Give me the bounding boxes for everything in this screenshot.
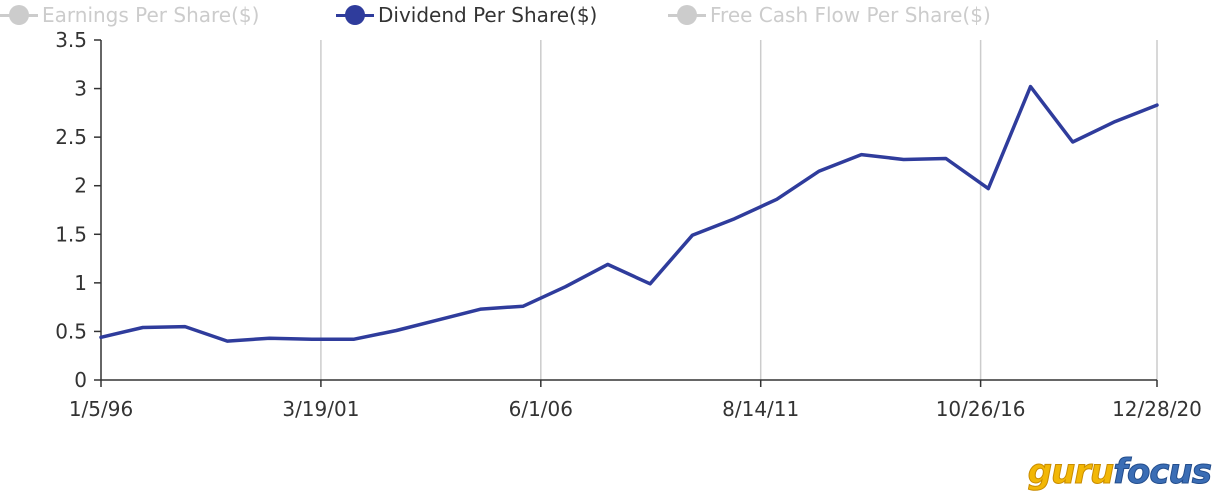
logo-text-focus: focus (1113, 452, 1213, 493)
legend-marker-icon (336, 0, 374, 30)
legend-label: Earnings Per Share($) (42, 3, 260, 27)
y-tick-label: 2 (74, 174, 87, 198)
legend-label: Free Cash Flow Per Share($) (710, 3, 991, 27)
x-tick-label: 10/26/16 (936, 397, 1026, 421)
chart-legend: Earnings Per Share($) Dividend Per Share(… (0, 0, 1217, 30)
y-tick-label: 3 (74, 77, 87, 101)
y-tick-label: 2.5 (55, 125, 87, 149)
x-tick-label: 3/19/01 (282, 397, 359, 421)
x-tick-label: 1/5/96 (69, 397, 133, 421)
x-tick-label: 8/14/11 (722, 397, 799, 421)
series-line-dividend (99, 84, 1159, 343)
legend-item-3[interactable]: Free Cash Flow Per Share($) (668, 0, 991, 30)
y-tick-label: 1 (74, 271, 87, 295)
y-tick-label: 0 (74, 368, 87, 392)
x-tick-label: 12/28/20 (1112, 397, 1202, 421)
legend-item-1[interactable]: Earnings Per Share($) (0, 0, 259, 30)
legend-item-2[interactable]: Dividend Per Share($) (336, 0, 597, 30)
logo-text-guru: guru (1027, 452, 1115, 493)
y-tick-label: 0.5 (55, 319, 87, 343)
x-tick-label: 6/1/06 (509, 397, 573, 421)
y-tick-label: 1.5 (55, 222, 87, 246)
legend-marker-icon (668, 0, 706, 30)
y-tick-label: 3.5 (55, 28, 87, 52)
gurufocus-logo: guru focus (1027, 452, 1213, 493)
legend-marker-icon (0, 0, 38, 30)
legend-label: Dividend Per Share($) (378, 3, 598, 27)
